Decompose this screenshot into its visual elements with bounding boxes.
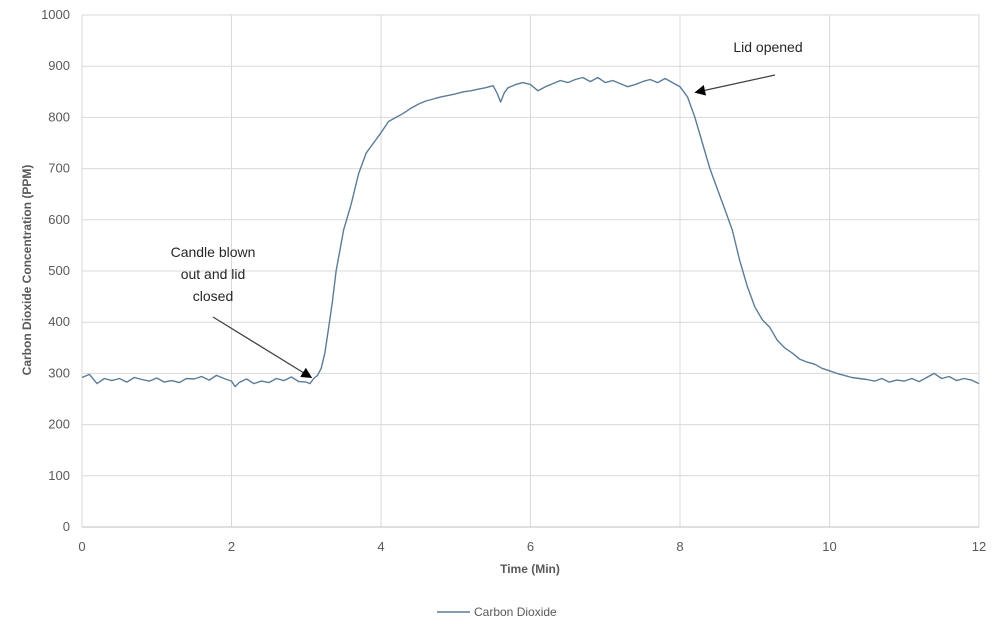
y-tick-label: 800 — [48, 109, 70, 124]
y-tick-label: 1000 — [41, 7, 70, 22]
x-tick-label: 4 — [377, 539, 384, 554]
x-tick-label: 0 — [78, 539, 85, 554]
x-tick-label: 12 — [972, 539, 986, 554]
x-tick-label: 6 — [527, 539, 534, 554]
legend: Carbon Dioxide — [437, 605, 557, 619]
legend-label: Carbon Dioxide — [474, 605, 557, 619]
annotation-arrow-lid — [694, 74, 776, 96]
y-tick-label: 300 — [48, 365, 70, 380]
x-tick-label: 2 — [228, 539, 235, 554]
annotation-arrow-candle — [212, 316, 313, 379]
annotation-text-candle: closed — [193, 288, 233, 304]
axes: 0 100 200 300 400 500 600 700 800 900 1000 0 2 4 6 8 10 1… — [41, 7, 986, 554]
y-tick-label: 500 — [48, 263, 70, 278]
y-tick-label: 700 — [48, 161, 70, 176]
y-tick-label: 200 — [48, 417, 70, 432]
y-tick-label: 0 — [63, 519, 70, 534]
y-tick-label: 400 — [48, 314, 70, 329]
y-tick-label: 900 — [48, 58, 70, 73]
series-layer — [81, 76, 980, 388]
x-tick-label: 10 — [822, 539, 836, 554]
annotations: Candle blown out and lid closed Lid opened — [171, 39, 803, 379]
series-line-carbon-dioxide — [81, 76, 980, 388]
x-tick-label: 8 — [676, 539, 683, 554]
annotation-text-candle: Candle blown — [171, 244, 256, 260]
y-tick-label: 600 — [48, 212, 70, 227]
y-axis-title: Carbon Dioxide Concentration (PPM) — [20, 165, 34, 376]
annotation-text-candle: out and lid — [181, 266, 246, 282]
annotation-text-lid: Lid opened — [733, 39, 802, 55]
x-axis-title: Time (Min) — [500, 562, 560, 576]
y-tick-label: 100 — [48, 468, 70, 483]
